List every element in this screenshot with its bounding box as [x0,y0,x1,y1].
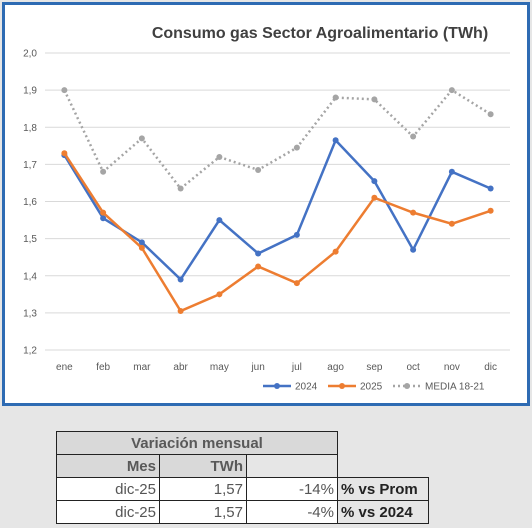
y-tick-label: 1,6 [23,197,37,208]
x-tick-label: ago [327,362,344,373]
series-line [63,152,492,313]
data-point [332,248,339,255]
col-header-mes: Mes [56,454,160,478]
data-point [100,215,107,222]
x-tick-label: ene [56,362,73,373]
data-point [61,150,68,157]
monthly-variation-table: Variación mensual Mes TWh dic-25 1,57 -1… [56,431,429,524]
x-tick-label: jun [250,362,264,373]
y-tick-label: 1,5 [23,234,37,245]
row-label: % vs 2024 [337,500,429,524]
data-point [293,280,300,287]
data-point [177,308,184,315]
data-point [410,133,417,140]
chart-panel: Consumo gas Sector Agroalimentario (TWh)… [2,2,530,406]
series-layer [61,87,494,315]
series-2024 [61,137,494,283]
legend-marker [274,383,280,389]
data-point [293,144,300,151]
data-point [177,276,184,283]
table-row: dic-25 1,57 -4% % vs 2024 [56,500,429,524]
legend-label: 2024 [295,382,318,393]
data-point [216,291,223,298]
legend-item: 2024 [263,382,318,393]
x-tick-label: dic [484,362,497,373]
grid-lines [45,52,510,351]
data-point [293,231,300,238]
data-point [332,94,339,101]
data-point [255,263,262,270]
x-tick-label: nov [444,362,460,373]
series-2025 [61,150,494,315]
data-point [448,220,455,227]
row-pct: -14% [246,477,338,501]
data-point [177,185,184,192]
y-tick-label: 2,0 [23,49,37,60]
data-point [138,239,145,246]
data-point [100,209,107,216]
x-axis-ticks: ene feb mar abr may jun jul ago sep oct nov dic [56,362,497,373]
data-point [255,250,262,257]
data-point [371,194,378,201]
data-point [332,137,339,144]
line-chart: Consumo gas Sector Agroalimentario (TWh)… [23,25,510,393]
legend-label: 2025 [360,382,383,393]
legend: 2024 2025 MEDIA 18-21 [263,382,485,393]
data-point [216,153,223,160]
x-tick-label: mar [133,362,151,373]
table-row: dic-25 1,57 -14% % vs Prom [56,477,429,501]
y-tick-label: 1,7 [23,160,37,171]
x-tick-label: oct [406,362,420,373]
data-point [138,135,145,142]
x-tick-label: sep [366,362,383,373]
table-title: Variación mensual [56,431,338,455]
legend-label: MEDIA 18-21 [425,382,485,393]
data-point [371,96,378,103]
data-point [371,178,378,185]
data-point [448,168,455,175]
data-point [448,87,455,94]
x-tick-label: feb [96,362,110,373]
row-mes: dic-25 [56,500,160,524]
col-header-twh: TWh [159,454,247,478]
y-tick-label: 1,2 [23,346,37,357]
row-pct: -4% [246,500,338,524]
data-point [487,111,494,118]
y-tick-label: 1,9 [23,86,37,97]
legend-item: 2025 [328,382,383,393]
data-point [100,168,107,175]
y-tick-label: 1,4 [23,271,37,282]
row-twh: 1,57 [159,477,247,501]
data-point [487,185,494,192]
data-point [410,209,417,216]
data-point [61,87,68,94]
y-tick-label: 1,3 [23,308,37,319]
row-twh: 1,57 [159,500,247,524]
row-mes: dic-25 [56,477,160,501]
x-tick-label: jul [291,362,302,373]
data-point [487,207,494,214]
y-axis-ticks: 1,2 1,3 1,4 1,5 1,6 1,7 1,8 1,9 2,0 [23,49,37,357]
data-point [138,244,145,251]
x-tick-label: may [210,362,229,373]
data-point [255,166,262,173]
series-line [63,137,492,282]
x-tick-label: abr [173,362,188,373]
legend-marker [404,383,410,389]
data-point [216,217,223,224]
chart-title: Consumo gas Sector Agroalimentario (TWh) [152,25,488,42]
data-point [410,246,417,253]
series-media-18-21 [61,87,494,192]
legend-marker [339,383,345,389]
series-line [63,88,492,191]
y-tick-label: 1,8 [23,123,37,134]
row-label: % vs Prom [337,477,429,501]
legend-item: MEDIA 18-21 [393,382,485,393]
